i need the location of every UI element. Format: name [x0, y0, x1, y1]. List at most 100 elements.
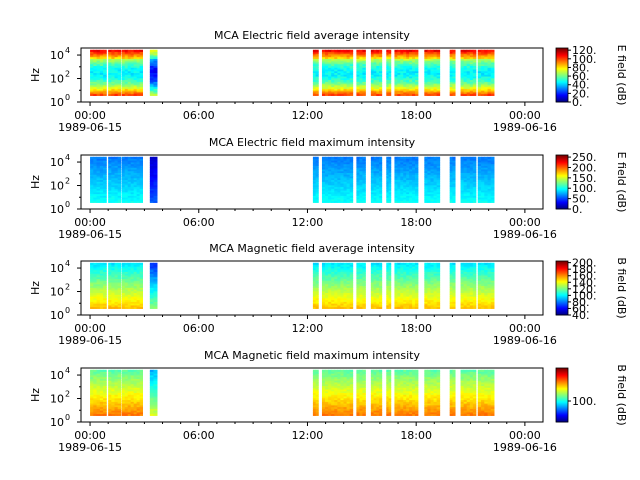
spectrogram-cell [424, 305, 428, 308]
spectrogram-cell [96, 55, 101, 58]
spectrogram-cell [388, 92, 392, 95]
spectrogram-cell [340, 77, 344, 81]
spectrogram-cell [117, 181, 122, 184]
spectrogram-cell [108, 169, 112, 172]
spectrogram-cell [114, 165, 119, 168]
spectrogram-cell [103, 287, 107, 290]
spectrogram-cell [452, 278, 456, 281]
spectrogram-cell [469, 181, 474, 184]
spectrogram-cell [117, 163, 122, 166]
spectrogram-cell [376, 179, 380, 182]
spectrogram-cell [334, 283, 338, 287]
spectrogram-cell [321, 88, 326, 91]
spectrogram-cell [130, 195, 135, 198]
spectrogram-cell [340, 191, 344, 195]
spectrogram-cell [394, 184, 398, 188]
spectrogram-cell [99, 53, 104, 56]
spectrogram-cell [356, 165, 360, 168]
spectrogram-cell [386, 292, 389, 295]
spectrogram-cell [427, 188, 431, 191]
spectrogram-cell [477, 55, 482, 58]
spectrogram-cell [149, 174, 154, 177]
spectrogram-cell [103, 174, 107, 177]
spectrogram-cell [452, 93, 456, 96]
spectrogram-cell [153, 176, 158, 179]
spectrogram-cell [403, 191, 407, 195]
spectrogram-cell [321, 289, 326, 292]
spectrogram-cell [321, 74, 326, 77]
spectrogram-cell [103, 285, 107, 288]
colorbar-tick-label: 60. [572, 70, 590, 83]
spectrogram-cell [460, 172, 465, 175]
spectrogram-cell [430, 156, 434, 159]
spectrogram-cell [433, 285, 438, 288]
spectrogram-cell [340, 200, 344, 203]
spectrogram-cell [452, 92, 456, 95]
spectrogram-cell [406, 268, 410, 271]
spectrogram-cell [139, 181, 143, 184]
spectrogram-cell [469, 170, 474, 174]
spectrogram-cell [121, 287, 126, 290]
spectrogram-cell [312, 276, 317, 280]
spectrogram-cell [376, 292, 380, 295]
spectrogram-cell [388, 299, 392, 302]
spectrogram-cell [349, 63, 354, 67]
spectrogram-cell [340, 158, 344, 161]
spectrogram-cell [406, 294, 410, 297]
panel-title: MCA Electric field maximum intensity [209, 136, 416, 149]
spectrogram-cell [356, 76, 360, 79]
spectrogram-cell [388, 290, 392, 294]
spectrogram-cell [90, 266, 94, 269]
spectrogram-cell [477, 186, 482, 189]
spectrogram-cell [130, 79, 135, 82]
spectrogram-cell [463, 70, 468, 74]
spectrogram-cell [121, 72, 126, 75]
spectrogram-cell [388, 183, 392, 186]
spectrogram-cell [373, 191, 377, 195]
spectrogram-cell [370, 193, 374, 196]
spectrogram-cell [490, 51, 495, 54]
spectrogram-cell [325, 86, 329, 89]
spectrogram-cell [312, 296, 317, 299]
spectrogram-cell [370, 158, 374, 161]
spectrogram-cell [130, 280, 135, 283]
spectrogram-cell [99, 176, 104, 179]
spectrogram-cell [433, 183, 438, 186]
spectrogram-cell [362, 176, 366, 179]
spectrogram-cell [96, 264, 101, 267]
spectrogram-cell [114, 74, 119, 77]
spectrogram-cell [452, 162, 456, 165]
spectrogram-cell [436, 296, 441, 299]
spectrogram-cell [127, 76, 132, 79]
colorbar-swatch [556, 155, 568, 158]
spectrogram-cell [136, 294, 141, 297]
spectrogram-cell [376, 190, 380, 193]
spectrogram-cell [397, 53, 401, 56]
spectrogram-cell [153, 292, 158, 295]
spectrogram-cell [139, 303, 143, 306]
colorbar-swatch [556, 185, 568, 187]
spectrogram-cell [108, 90, 112, 93]
spectrogram-cell [103, 306, 107, 309]
spectrogram-cell [149, 264, 154, 267]
spectrogram-cell [127, 158, 132, 161]
spectrogram-cell [349, 167, 354, 170]
spectrogram-cell [472, 74, 477, 77]
spectrogram-cell [452, 292, 456, 295]
spectrogram-cell [409, 81, 413, 84]
spectrogram-cell [337, 264, 341, 267]
spectrogram-cell [430, 79, 434, 82]
spectrogram-cell [460, 306, 465, 309]
spectrogram-cell [487, 160, 492, 163]
spectrogram-cell [99, 268, 104, 271]
spectrogram-cell [139, 156, 143, 159]
spectrogram-cell [331, 294, 335, 297]
spectrogram-cell [121, 188, 126, 191]
spectrogram-cell [149, 289, 154, 292]
spectrogram-cell [362, 160, 366, 163]
spectrogram-cell [373, 69, 377, 72]
spectrogram-cell [359, 76, 363, 79]
spectrogram-cell [331, 163, 335, 166]
spectrogram-cell [114, 292, 119, 295]
spectrogram-cell [139, 56, 143, 59]
